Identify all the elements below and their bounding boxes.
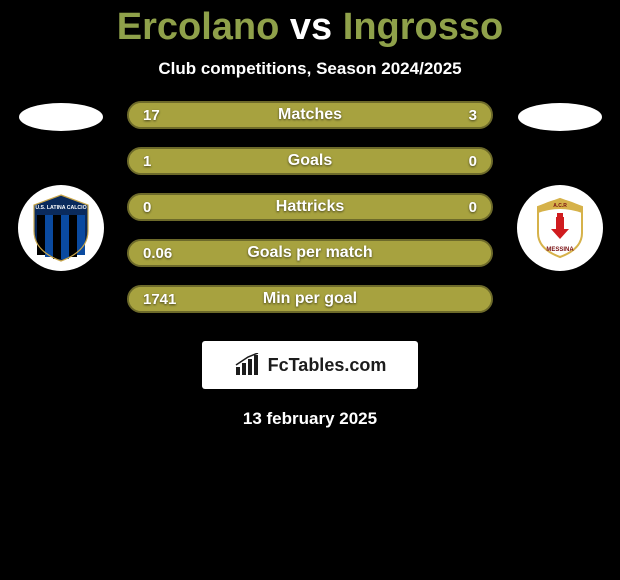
brand-text: FcTables.com bbox=[268, 355, 387, 376]
main-row: U.S. LATINA CALCIO 17 Matches 3 1 Goals 0 0 Hat… bbox=[0, 101, 620, 313]
date-text: 13 february 2025 bbox=[0, 409, 620, 429]
bar-chart-icon bbox=[234, 353, 262, 377]
stat-fill-right bbox=[437, 103, 491, 127]
stat-value-right: 0 bbox=[469, 153, 477, 170]
stats-column: 17 Matches 3 1 Goals 0 0 Hattricks 0 0.06 Goals pe… bbox=[113, 101, 507, 313]
stat-bar: 0 Hattricks 0 bbox=[127, 193, 493, 221]
vs-text: vs bbox=[290, 6, 332, 48]
stat-label: Goals per match bbox=[247, 244, 372, 262]
stat-bar: 0.06 Goals per match bbox=[127, 239, 493, 267]
player-right-name: Ingrosso bbox=[343, 6, 503, 48]
stat-label: Min per goal bbox=[263, 290, 357, 308]
stat-label: Matches bbox=[278, 106, 342, 124]
shield-icon: A.C.R MESSINA bbox=[521, 189, 599, 267]
club-badge-right: A.C.R MESSINA bbox=[517, 185, 603, 271]
stat-bar: 17 Matches 3 bbox=[127, 101, 493, 129]
club-badge-left: U.S. LATINA CALCIO bbox=[18, 185, 104, 271]
stat-value-right: 0 bbox=[469, 199, 477, 216]
left-side: U.S. LATINA CALCIO bbox=[8, 101, 113, 271]
stat-bar: 1741 Min per goal bbox=[127, 285, 493, 313]
stat-value-left: 0 bbox=[143, 199, 151, 216]
stat-label: Goals bbox=[288, 152, 332, 170]
stat-value-left: 0.06 bbox=[143, 245, 172, 262]
player-left-name: Ercolano bbox=[117, 6, 280, 48]
shield-icon: U.S. LATINA CALCIO bbox=[22, 189, 100, 267]
svg-text:U.S. LATINA CALCIO: U.S. LATINA CALCIO bbox=[35, 205, 86, 211]
stat-value-right: 3 bbox=[469, 107, 477, 124]
stat-bar: 1 Goals 0 bbox=[127, 147, 493, 175]
stat-label: Hattricks bbox=[276, 198, 344, 216]
player-left-photo-placeholder bbox=[19, 103, 103, 131]
right-side: A.C.R MESSINA bbox=[507, 101, 612, 271]
player-right-photo-placeholder bbox=[518, 103, 602, 131]
stat-value-left: 17 bbox=[143, 107, 160, 124]
page-title: Ercolano vs Ingrosso bbox=[0, 0, 620, 49]
svg-text:A.C.R: A.C.R bbox=[553, 203, 567, 209]
brand-box[interactable]: FcTables.com bbox=[202, 341, 418, 389]
subtitle: Club competitions, Season 2024/2025 bbox=[0, 59, 620, 79]
comparison-card: Ercolano vs Ingrosso Club competitions, … bbox=[0, 0, 620, 580]
stat-value-left: 1 bbox=[143, 153, 151, 170]
svg-text:MESSINA: MESSINA bbox=[546, 247, 574, 253]
stat-value-left: 1741 bbox=[143, 291, 176, 308]
